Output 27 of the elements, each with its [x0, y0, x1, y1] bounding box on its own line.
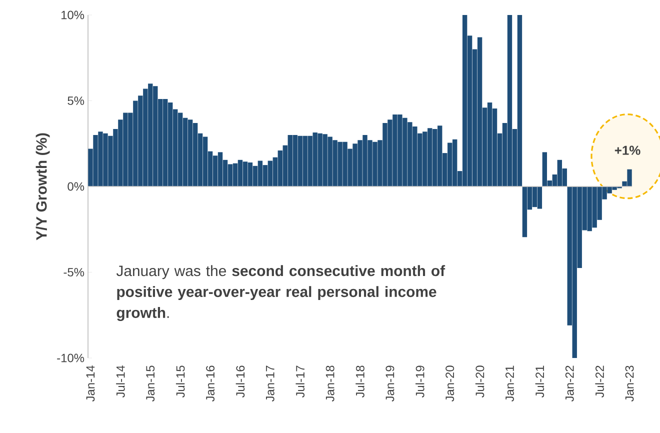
x-tick-label: Jul-21	[535, 366, 544, 398]
y-tick-label: -10%	[57, 354, 84, 362]
x-tick-label: Jul-15	[176, 366, 185, 398]
x-tick-label: Jul-20	[475, 366, 484, 398]
y-axis-title: Y/Y Growth (%)	[36, 133, 50, 240]
x-tick-label: Jul-17	[296, 366, 304, 398]
x-tick-label: Jul-18	[356, 366, 364, 398]
x-tick-label: Jul-14	[116, 366, 125, 398]
x-tick-label: Jan-21	[506, 366, 514, 402]
x-tick-label: Jul-22	[595, 366, 604, 398]
x-tick-label: Jan-16	[206, 366, 215, 402]
x-tick-label: Jan-19	[386, 366, 394, 402]
x-tick-label: Jan-18	[326, 366, 334, 402]
y-tick-label: -5%	[64, 268, 84, 276]
x-tick-label: Jan-22	[565, 366, 574, 402]
y-tick-label: 5%	[68, 96, 84, 105]
x-tick-label: Jul-16	[236, 366, 245, 398]
annotation: January was the second consecutive month of positive year-over-year real personal income growth.	[116, 265, 446, 322]
annotation: +1%	[614, 146, 640, 155]
x-tick-label: Jan-20	[446, 366, 454, 402]
y-tick-label: 10%	[61, 10, 84, 20]
y-tick-label: 0%	[68, 182, 84, 191]
x-tick-label: Jan-14	[86, 366, 95, 402]
x-tick-label: Jan-17	[266, 366, 274, 402]
x-tick-label: Jul-19	[416, 366, 424, 398]
x-tick-label: Jan-23	[625, 366, 634, 402]
x-tick-label: Jan-15	[146, 366, 155, 402]
